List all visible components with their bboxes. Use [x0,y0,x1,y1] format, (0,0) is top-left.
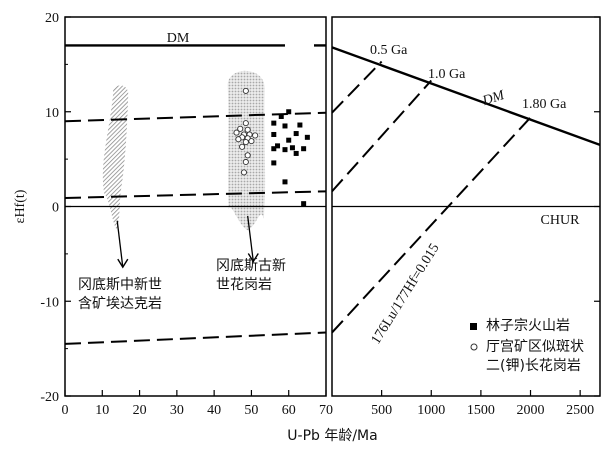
field-adakite [102,85,129,231]
right-line-1.80-ga [332,116,532,334]
right-line-dm [332,46,600,147]
x-tick-label: 2500 [566,403,594,418]
point-tinggong [240,169,248,176]
x-tick-label: 20 [133,403,147,418]
right-line-0.5-ga [332,60,383,114]
x-tick-label: 50 [244,403,258,418]
legend-label: 厅宫矿区似斑状 [486,339,584,355]
x-tick-label: 30 [170,403,184,418]
x-tick-label: 2000 [517,403,545,418]
point-tinggong [242,87,249,94]
point-tinggong [252,132,259,139]
label-field-granite: 冈底斯古新 [216,258,286,274]
point-linzizong [289,145,295,151]
x-tick-label: 500 [371,403,392,418]
y-axis-label: εHf(t) [13,189,28,223]
point-tinggong [235,136,242,143]
point-linzizong [286,137,292,143]
right-panel-content [332,46,600,334]
x-tick-label: 10 [95,403,109,418]
label-1.80ga: 1.80 Ga [522,97,567,112]
point-linzizong [293,150,299,156]
label-chur: CHUR [541,213,581,228]
x-axis-label: U-Pb 年龄/Ma [287,428,377,444]
label-field-adakite: 含矿埃达克岩 [78,296,162,312]
arrow-granite-head [247,253,259,263]
x-tick-label: 1500 [467,403,495,418]
point-linzizong [271,146,277,152]
arrow-adakite-head [117,258,129,269]
left-panel-content [65,44,326,345]
y-tick-label: 0 [52,201,59,216]
point-linzizong [297,122,303,128]
point-linzizong [275,143,281,149]
y-tick-label: -10 [40,295,59,310]
point-tinggong [244,152,251,159]
point-linzizong [286,109,292,115]
left-line-reference-3 [65,331,326,345]
point-linzizong [301,146,307,152]
legend-marker-circle [470,343,478,351]
legend-label: 林子宗火山岩 [486,318,570,334]
point-tinggong [242,158,249,166]
point-linzizong [271,160,277,166]
point-tinggong [242,139,249,146]
label-dm-left: DM [167,31,190,46]
point-linzizong [282,179,288,185]
left-line-reference-2 [65,190,326,199]
x-tick-label: 70 [319,403,333,418]
label-field-granite: 世花岗岩 [216,277,272,293]
point-linzizong [271,131,277,137]
point-tinggong [248,138,255,145]
x-tick-label: 40 [207,403,221,418]
point-linzizong [282,147,288,153]
x-tick-label: 1000 [417,403,445,418]
label-lu-hf: 176Lu/177Hf=0.015 [369,241,443,347]
arrow-granite [247,215,254,262]
y-tick-label: 20 [45,11,59,26]
right-line-1.0-ga [332,79,433,193]
field-granite [227,70,266,231]
x-tick-label: 60 [282,403,296,418]
y-tick-label: 10 [45,106,59,121]
point-tinggong [233,129,240,136]
label-0.5ga: 0.5 Ga [370,43,408,58]
legend-marker-square [470,323,477,330]
point-tinggong [242,120,249,127]
label-field-adakite: 冈底斯中新世 [78,277,162,293]
point-linzizong [282,123,288,129]
label-dm-right: DM [480,88,508,110]
point-linzizong [301,201,307,207]
arrow-adakite [116,220,124,268]
point-linzizong [278,113,284,119]
y-tick-label: -20 [40,390,59,405]
label-1.0ga: 1.0 Ga [428,67,466,82]
point-linzizong [293,131,299,137]
point-linzizong [271,120,277,126]
legend-label: 二(钾)长花岗岩 [486,358,581,374]
point-linzizong [304,134,310,140]
point-tinggong [237,125,244,132]
x-tick-label: 0 [62,403,69,418]
point-tinggong [239,143,246,150]
